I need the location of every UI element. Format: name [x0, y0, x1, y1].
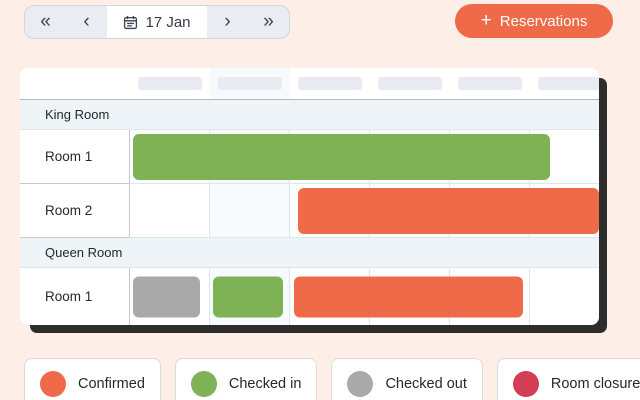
room-label: Room 1: [20, 268, 130, 325]
timeline-cell[interactable]: [210, 184, 290, 238]
date-placeholder: [298, 77, 362, 90]
last-day-button[interactable]: »: [248, 6, 289, 38]
date-placeholder: [138, 77, 202, 90]
timeline-header-cell: [290, 68, 370, 99]
room-label: Room 2: [20, 184, 130, 238]
date-placeholder: [218, 77, 282, 90]
add-reservation-label: Reservations: [499, 12, 588, 30]
date-placeholder: [378, 77, 442, 90]
date-placeholder: [538, 77, 599, 90]
reservation-bar-checked_in[interactable]: [213, 276, 283, 317]
timeline-header-cell: [530, 68, 599, 99]
plus-icon: +: [480, 10, 492, 31]
status-dot: [512, 371, 539, 397]
timeline-cell[interactable]: [530, 268, 599, 325]
timeline-cell[interactable]: [450, 268, 530, 325]
scheduler-card: King Room Room 1 Room 2 Queen Room Room 1: [20, 68, 599, 325]
legend-label: Checked out: [385, 376, 467, 392]
room-label: Room 1: [20, 130, 130, 184]
room-group-header: King Room: [20, 100, 599, 130]
status-dot: [40, 371, 66, 397]
legend-item-checked_out: Checked out: [331, 358, 483, 400]
legend-label: Checked in: [228, 376, 302, 392]
legend-label: Room closure: [550, 376, 640, 392]
legend-item-checked_in: Checked in: [174, 358, 318, 400]
date-label: 17 Jan: [145, 13, 191, 31]
previous-day-button[interactable]: ‹: [66, 6, 107, 38]
reservation-bar-checked_in[interactable]: [133, 134, 550, 180]
legend: Confirmed Checked in Checked out Room closu…: [24, 358, 640, 400]
calendar-icon: [123, 15, 138, 30]
timeline-cell[interactable]: [130, 184, 210, 238]
scheduler-body: King Room Room 1 Room 2 Queen Room Room 1: [20, 100, 599, 325]
legend-item-confirmed: Confirmed: [24, 358, 161, 400]
timeline-header-cell: [130, 68, 210, 99]
timeline-header: [20, 68, 599, 100]
header-spacer: [20, 68, 130, 99]
reservation-bar-checked_out[interactable]: [133, 276, 200, 317]
timeline-cell[interactable]: [530, 130, 599, 184]
reservation-bar-confirmed[interactable]: [298, 188, 599, 234]
reservation-bar-confirmed[interactable]: [294, 276, 523, 317]
date-display[interactable]: 17 Jan: [107, 6, 207, 38]
legend-label: Confirmed: [78, 376, 145, 392]
timeline-header-cell: [450, 68, 530, 99]
date-navigator: « ‹ 17 Jan › »: [24, 5, 290, 39]
status-dot: [190, 371, 217, 397]
timeline-cells: [130, 184, 599, 238]
room-group-header: Queen Room: [20, 238, 599, 268]
timeline-header-cell: [210, 68, 290, 99]
add-reservation-button[interactable]: + Reservations: [455, 4, 613, 38]
room-row: Room 2: [20, 184, 599, 238]
room-row: Room 1: [20, 130, 599, 184]
timeline-header-cell: [370, 68, 450, 99]
room-row: Room 1: [20, 268, 599, 325]
status-dot: [347, 371, 374, 397]
timeline-cell[interactable]: [530, 184, 599, 238]
first-day-button[interactable]: «: [25, 6, 66, 38]
timeline-cell[interactable]: [130, 268, 210, 325]
date-placeholder: [458, 77, 522, 90]
next-day-button[interactable]: ›: [207, 6, 248, 38]
legend-item-room_closure: Room closure: [496, 358, 640, 400]
